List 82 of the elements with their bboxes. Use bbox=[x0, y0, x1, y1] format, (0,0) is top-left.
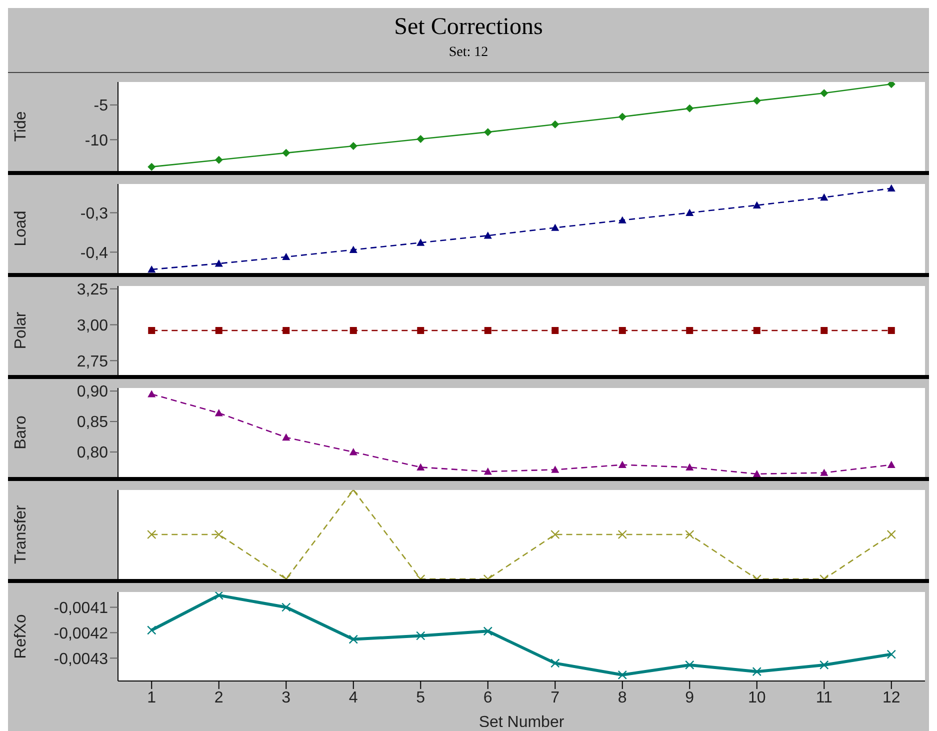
y-tick-label: 3,25 bbox=[76, 282, 108, 299]
x-tick-label: 9 bbox=[685, 689, 694, 706]
point bbox=[148, 390, 156, 398]
point bbox=[484, 232, 492, 239]
y-axis-title: Load bbox=[12, 210, 30, 246]
point bbox=[886, 650, 896, 659]
point bbox=[214, 156, 223, 164]
point bbox=[214, 260, 223, 267]
x-tick-label: 3 bbox=[282, 689, 291, 706]
x-tick-label: 11 bbox=[816, 689, 833, 706]
point bbox=[820, 89, 828, 98]
y-axis-title: Polar bbox=[12, 311, 30, 350]
chart-subtitle: Set: 12 bbox=[448, 45, 490, 61]
y-tick-label: 0,85 bbox=[76, 414, 108, 432]
point bbox=[752, 96, 761, 105]
point bbox=[282, 252, 290, 260]
point bbox=[887, 184, 896, 192]
y-tick-label: -10 bbox=[84, 132, 108, 150]
point bbox=[349, 142, 358, 150]
x-tick-label: 8 bbox=[618, 689, 627, 706]
point bbox=[550, 658, 560, 668]
x-tick-label: 10 bbox=[748, 689, 766, 706]
point bbox=[820, 193, 828, 201]
point bbox=[484, 128, 492, 136]
y-axis-title: RefXo bbox=[12, 614, 30, 659]
point bbox=[551, 120, 560, 128]
point bbox=[752, 470, 761, 477]
y-tick-label: -0,4 bbox=[80, 244, 108, 262]
point bbox=[551, 224, 560, 231]
point bbox=[147, 626, 156, 635]
y-tick-label: 3,00 bbox=[76, 317, 108, 334]
point bbox=[214, 408, 223, 416]
x-tick-label: 5 bbox=[416, 689, 426, 706]
y-tick-label: -5 bbox=[94, 98, 108, 115]
point bbox=[618, 670, 627, 680]
point bbox=[618, 216, 626, 224]
y-tick-label: -0,0041 bbox=[54, 600, 108, 617]
y-tick-label: -0,3 bbox=[80, 205, 108, 222]
y-axis-title: Tide bbox=[12, 111, 30, 142]
x-tick-label: 2 bbox=[214, 689, 224, 706]
chart-title: Set Corrections bbox=[393, 14, 544, 41]
point bbox=[416, 631, 426, 640]
y-tick-label: 0,80 bbox=[76, 444, 108, 462]
y-tick-label: -0,0043 bbox=[54, 650, 108, 668]
point bbox=[483, 626, 492, 636]
point bbox=[685, 660, 694, 670]
point bbox=[348, 634, 358, 644]
point bbox=[416, 463, 425, 470]
x-tick-label: 12 bbox=[882, 689, 900, 706]
y-axis-title: Transfer bbox=[12, 504, 30, 564]
point bbox=[686, 104, 694, 112]
x-tick-label: 6 bbox=[483, 689, 492, 706]
point bbox=[752, 201, 761, 208]
point bbox=[820, 660, 829, 670]
point bbox=[686, 208, 694, 216]
point bbox=[349, 448, 358, 456]
y-tick-label: 2,75 bbox=[76, 353, 108, 370]
x-tick-label: 7 bbox=[550, 689, 560, 706]
point bbox=[752, 666, 762, 676]
point bbox=[686, 463, 694, 470]
x-axis-title: Set Number bbox=[478, 714, 565, 731]
x-tick-label: 1 bbox=[147, 689, 156, 706]
point bbox=[282, 148, 290, 157]
point bbox=[148, 265, 156, 273]
x-tick-label: 4 bbox=[348, 689, 358, 706]
point bbox=[148, 162, 156, 171]
point bbox=[282, 602, 291, 612]
point bbox=[887, 82, 896, 88]
point bbox=[484, 468, 492, 475]
point bbox=[416, 238, 425, 246]
point bbox=[282, 433, 290, 441]
point bbox=[820, 468, 828, 476]
y-axis-title: Baro bbox=[12, 416, 30, 450]
point bbox=[618, 460, 626, 468]
y-tick-label: -0,0042 bbox=[54, 625, 108, 642]
point bbox=[416, 135, 425, 144]
point bbox=[551, 466, 560, 473]
y-tick-label: 0,90 bbox=[76, 384, 108, 401]
point bbox=[618, 112, 626, 121]
point bbox=[349, 246, 358, 253]
point bbox=[214, 592, 224, 600]
point bbox=[887, 460, 896, 468]
